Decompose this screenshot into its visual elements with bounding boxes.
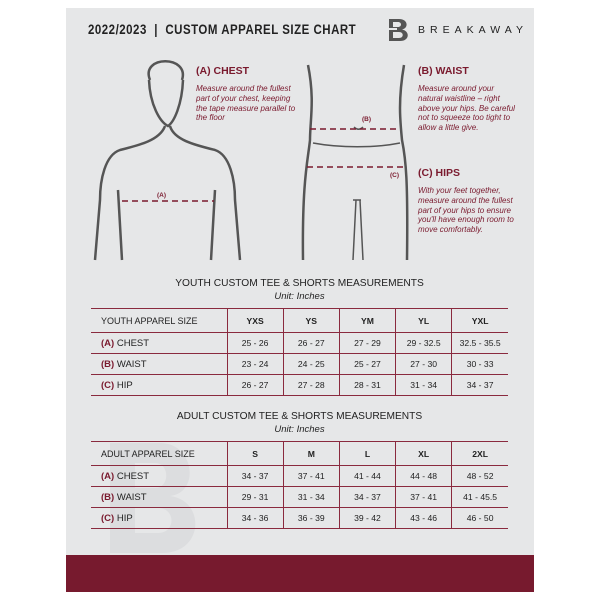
cell: 26 - 27 — [226, 374, 284, 396]
table-row: (C) HIP 34 - 36 36 - 39 39 - 42 43 - 46 46 -… — [91, 507, 508, 529]
cell: 36 - 39 — [282, 507, 340, 529]
row-name: WAIST — [116, 491, 147, 503]
adult-size-table: ADULT APPAREL SIZE S M L XL 2XL (A) CHES… — [91, 441, 508, 529]
cell: 25 - 27 — [338, 353, 396, 375]
size-header: YXL — [451, 308, 508, 333]
cell: 34 - 36 — [226, 507, 284, 529]
upper-body-outline — [93, 60, 242, 261]
youth-header-label: YOUTH APPAREL SIZE — [91, 308, 227, 333]
table-row: (B) WAIST 29 - 31 31 - 34 34 - 37 37 - 41 41… — [91, 486, 508, 508]
cell: 34 - 37 — [451, 374, 508, 396]
cell: 34 - 37 — [338, 486, 396, 508]
row-letter: (A) — [101, 470, 115, 482]
cell: 23 - 24 — [226, 353, 284, 375]
cell: 48 - 52 — [451, 465, 508, 487]
waist-heading: (B) WAIST — [418, 65, 469, 77]
row-label: (C) HIP — [91, 507, 227, 529]
cell: 27 - 30 — [395, 353, 452, 375]
cell: 41 - 44 — [338, 465, 396, 487]
cell: 44 - 48 — [395, 465, 452, 487]
chest-instructions: Measure around the fullest part of your … — [196, 84, 296, 123]
row-label: (B) WAIST — [91, 486, 227, 508]
size-header: YL — [395, 308, 452, 333]
cell: 25 - 26 — [226, 332, 284, 354]
youth-unit: Unit: Inches — [274, 291, 325, 302]
hips-heading: (C) HIPS — [418, 167, 460, 179]
size-header: 2XL — [451, 441, 508, 466]
row-letter: (B) — [101, 491, 115, 503]
cell: 41 - 45.5 — [451, 486, 508, 508]
breakaway-logo — [383, 19, 408, 41]
chest-heading: (A) CHEST — [196, 65, 250, 77]
size-header: YXS — [226, 308, 284, 333]
cell: 34 - 37 — [226, 465, 284, 487]
table-row: (C) HIP 26 - 27 27 - 28 28 - 31 31 - 34 34 -… — [91, 374, 508, 396]
brand-name: BREAKAWAY — [418, 24, 528, 36]
row-letter: (A) — [101, 337, 115, 349]
table-row: (A) CHEST 25 - 26 26 - 27 27 - 29 29 - 32.5… — [91, 332, 508, 354]
youth-size-table: YOUTH APPAREL SIZE YXS YS YM YL YXL (A) … — [91, 308, 508, 396]
row-label: (B) WAIST — [91, 353, 227, 375]
table-row: (A) CHEST 34 - 37 37 - 41 41 - 44 44 - 48 48… — [91, 465, 508, 487]
cell: 46 - 50 — [451, 507, 508, 529]
cell: 31 - 34 — [395, 374, 452, 396]
cell: 31 - 34 — [282, 486, 340, 508]
cell: 26 - 27 — [282, 332, 340, 354]
youth-table-title: YOUTH CUSTOM TEE & SHORTS MEASUREMENTS — [175, 278, 424, 289]
size-header: M — [282, 441, 340, 466]
row-letter: (B) — [101, 358, 115, 370]
adult-unit: Unit: Inches — [274, 424, 325, 435]
size-header: S — [226, 441, 284, 466]
adult-table-title: ADULT CUSTOM TEE & SHORTS MEASUREMENTS — [176, 411, 423, 422]
body-figures — [93, 60, 409, 261]
size-header: YS — [282, 308, 340, 333]
lower-body-outline — [301, 64, 409, 261]
table-header-row: YOUTH APPAREL SIZE YXS YS YM YL YXL — [91, 308, 508, 333]
hips-tag: (C) — [390, 172, 400, 179]
row-name: CHEST — [116, 337, 150, 349]
row-letter: (C) — [101, 379, 115, 391]
waist-tag: (B) — [362, 116, 372, 123]
size-header: L — [338, 441, 396, 466]
size-header: XL — [395, 441, 452, 466]
cell: 39 - 42 — [338, 507, 396, 529]
cell: 30 - 33 — [451, 353, 508, 375]
table-row: (B) WAIST 23 - 24 24 - 25 25 - 27 27 - 30 30… — [91, 353, 508, 375]
cell: 32.5 - 35.5 — [451, 332, 508, 354]
adult-header-label: ADULT APPAREL SIZE — [91, 441, 227, 466]
table-header-row: ADULT APPAREL SIZE S M L XL 2XL — [91, 441, 508, 466]
row-label: (A) CHEST — [91, 332, 227, 354]
row-name: CHEST — [116, 470, 150, 482]
cell: 27 - 29 — [338, 332, 396, 354]
row-label: (A) CHEST — [91, 465, 227, 487]
cell: 37 - 41 — [282, 465, 340, 487]
row-name: WAIST — [116, 358, 147, 370]
cell: 24 - 25 — [282, 353, 340, 375]
row-name: HIP — [116, 379, 133, 391]
footer-band — [66, 555, 534, 592]
hips-instructions: With your feet together, measure around … — [418, 186, 514, 235]
cell: 27 - 28 — [282, 374, 340, 396]
cell: 29 - 32.5 — [395, 332, 452, 354]
cell: 43 - 46 — [395, 507, 452, 529]
row-letter: (C) — [101, 512, 115, 524]
chest-tag: (A) — [157, 192, 167, 199]
row-name: HIP — [116, 512, 133, 524]
cell: 37 - 41 — [395, 486, 452, 508]
cell: 28 - 31 — [338, 374, 396, 396]
waist-instructions: Measure around your natural waistline – … — [418, 84, 515, 133]
cell: 29 - 31 — [226, 486, 284, 508]
size-header: YM — [338, 308, 396, 333]
page-title: 2022/2023 | CUSTOM APPAREL SIZE CHART — [88, 22, 357, 37]
row-label: (C) HIP — [91, 374, 227, 396]
